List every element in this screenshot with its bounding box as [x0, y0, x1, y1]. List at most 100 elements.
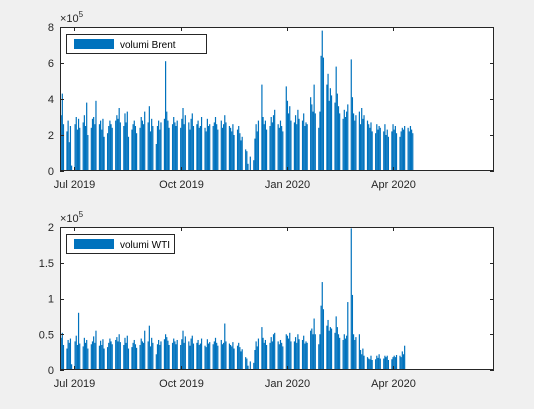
- bar: [319, 111, 321, 171]
- bar: [231, 131, 233, 171]
- bar: [207, 126, 210, 171]
- bar: [342, 339, 344, 370]
- bar: [212, 126, 214, 171]
- bar: [363, 115, 365, 171]
- bar: [103, 348, 105, 370]
- bar: [329, 88, 331, 171]
- bar: [337, 106, 340, 171]
- bar: [329, 327, 331, 370]
- bar: [76, 129, 79, 171]
- bar: [134, 126, 137, 171]
- bar: [76, 344, 79, 370]
- bar: [366, 357, 369, 370]
- bar: [159, 344, 161, 370]
- bar: [209, 124, 211, 171]
- bar: [269, 126, 271, 171]
- bar: [123, 344, 125, 370]
- bar: [246, 151, 248, 171]
- bar: [233, 348, 235, 370]
- bar: [111, 344, 113, 370]
- chart-2: 0 0.5 1 1.5 2 Jul 2019 Oct 2019 Jan 2020 Apr 202…: [39, 210, 494, 390]
- bar: [310, 97, 312, 171]
- bar: [174, 122, 176, 171]
- bar: [144, 111, 146, 171]
- bars-series: [60, 30, 414, 172]
- bar: [384, 124, 386, 171]
- bar: [225, 122, 227, 171]
- bar: [239, 133, 241, 171]
- bar: [261, 84, 263, 171]
- bar: [83, 115, 85, 171]
- bar: [205, 131, 207, 171]
- bar: [392, 124, 394, 171]
- bar: [334, 102, 336, 171]
- bar: [231, 346, 233, 370]
- bar: [328, 100, 330, 171]
- bar: [223, 342, 225, 370]
- bar: [95, 330, 97, 370]
- bar: [246, 358, 248, 370]
- bar: [350, 59, 352, 171]
- bar: [191, 113, 193, 171]
- bar: [350, 228, 352, 370]
- bar: [204, 345, 206, 370]
- bar: [127, 348, 130, 370]
- bar: [294, 337, 297, 370]
- bar: [386, 355, 388, 370]
- y-tick-label: 1: [48, 294, 54, 306]
- bar: [66, 131, 68, 171]
- bar: [173, 338, 175, 370]
- bar: [98, 124, 101, 171]
- bar: [108, 126, 110, 171]
- bar: [335, 66, 337, 171]
- bar: [279, 339, 282, 370]
- bar: [165, 334, 167, 370]
- bar: [320, 55, 322, 171]
- bar: [361, 108, 363, 171]
- bar: [168, 344, 170, 370]
- y-exponent-power: 5: [79, 10, 84, 19]
- bar: [141, 120, 143, 171]
- bar: [288, 338, 290, 370]
- axes-frame: [60, 227, 494, 370]
- bar: [301, 339, 304, 370]
- bar: [278, 127, 280, 171]
- bar: [135, 347, 138, 370]
- bar: [354, 120, 356, 171]
- bar: [196, 342, 198, 370]
- bar: [347, 104, 349, 171]
- bar: [214, 337, 217, 370]
- bar: [90, 127, 92, 171]
- bar: [402, 354, 405, 370]
- bar: [180, 127, 182, 171]
- bar: [176, 120, 178, 171]
- bar: [152, 126, 154, 171]
- bar: [387, 136, 389, 171]
- bar: [303, 113, 305, 171]
- bar: [335, 316, 337, 371]
- bar: [110, 341, 112, 370]
- bar: [368, 124, 370, 171]
- bar: [216, 124, 218, 171]
- bar: [198, 344, 200, 370]
- bar: [240, 351, 242, 370]
- bar: [412, 133, 414, 171]
- bar: [221, 127, 224, 171]
- x-tick-label: Apr 2020: [371, 179, 416, 191]
- bar: [384, 355, 386, 370]
- bar: [378, 126, 380, 171]
- bar: [254, 349, 256, 370]
- bar: [247, 163, 249, 171]
- bar: [347, 302, 349, 370]
- bar: [342, 118, 344, 171]
- bar: [67, 120, 69, 171]
- bar: [245, 357, 247, 370]
- bar: [117, 341, 119, 370]
- bar: [334, 332, 336, 370]
- bar: [326, 325, 328, 370]
- bar: [254, 138, 256, 171]
- x-tick-label: Jan 2020: [265, 179, 310, 191]
- bar: [174, 341, 176, 370]
- bar: [371, 131, 373, 171]
